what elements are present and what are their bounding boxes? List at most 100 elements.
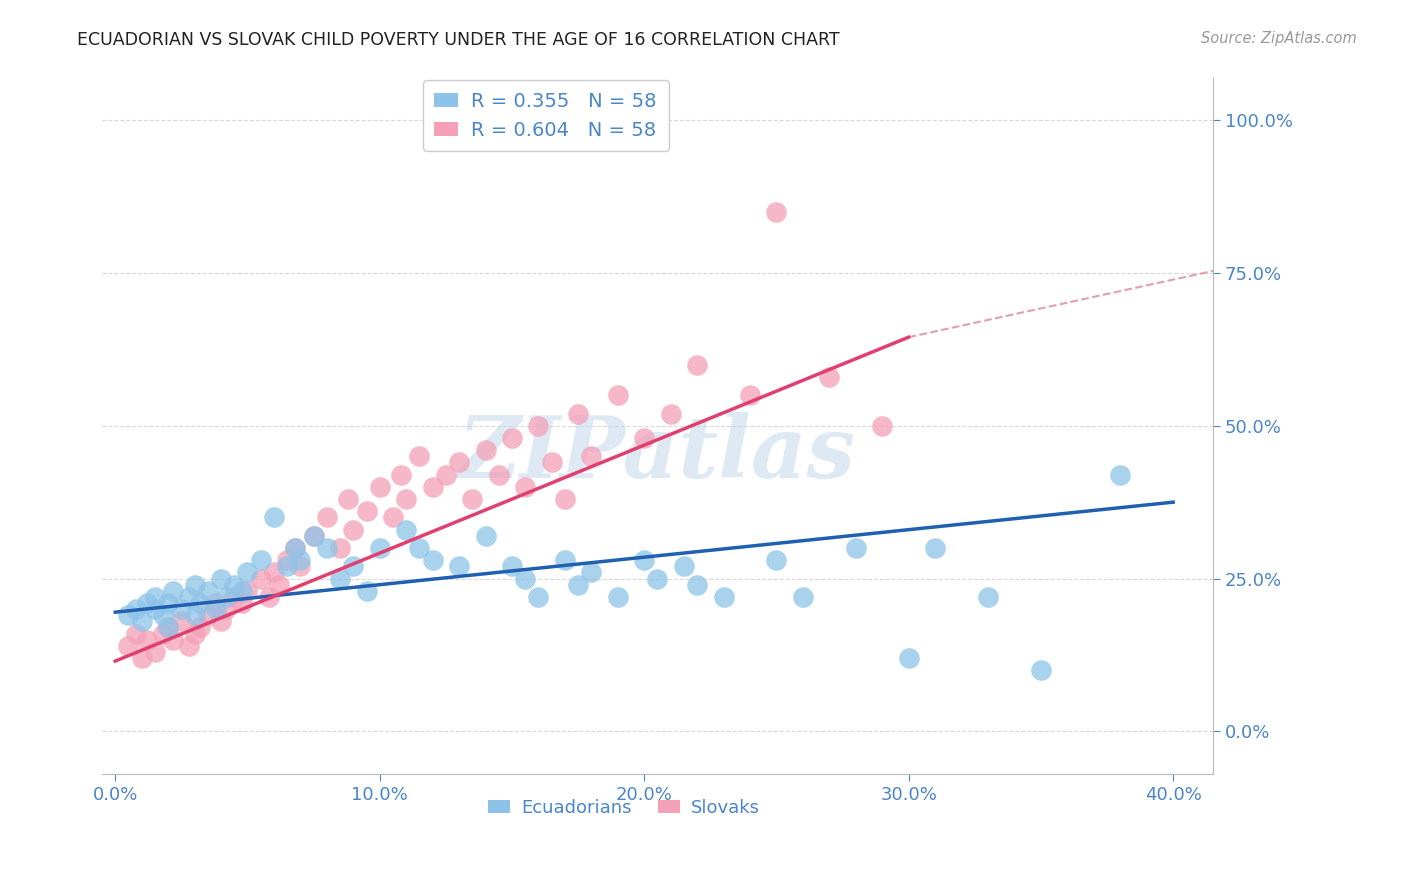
- Point: [818, 370, 841, 384]
- Point: [263, 566, 285, 580]
- Point: [581, 566, 603, 580]
- Point: [143, 590, 166, 604]
- Point: [527, 418, 550, 433]
- Point: [647, 572, 669, 586]
- Point: [125, 626, 148, 640]
- Point: [408, 541, 430, 555]
- Point: [474, 529, 496, 543]
- Point: [606, 388, 628, 402]
- Point: [389, 467, 412, 482]
- Point: [434, 467, 457, 482]
- Point: [686, 577, 709, 591]
- Point: [606, 590, 628, 604]
- Point: [461, 492, 484, 507]
- Point: [474, 443, 496, 458]
- Point: [188, 596, 211, 610]
- Point: [633, 553, 655, 567]
- Point: [204, 596, 226, 610]
- Point: [215, 602, 238, 616]
- Point: [249, 553, 271, 567]
- Point: [231, 596, 253, 610]
- Point: [672, 559, 695, 574]
- Point: [422, 553, 444, 567]
- Point: [408, 450, 430, 464]
- Point: [792, 590, 814, 604]
- Point: [125, 602, 148, 616]
- Point: [136, 596, 159, 610]
- Point: [157, 620, 180, 634]
- Point: [527, 590, 550, 604]
- Point: [449, 455, 471, 469]
- Text: Source: ZipAtlas.com: Source: ZipAtlas.com: [1201, 31, 1357, 46]
- Point: [290, 553, 312, 567]
- Point: [1109, 467, 1132, 482]
- Point: [131, 615, 153, 629]
- Point: [136, 632, 159, 647]
- Point: [422, 480, 444, 494]
- Point: [224, 590, 246, 604]
- Point: [329, 572, 352, 586]
- Point: [179, 590, 201, 604]
- Point: [143, 645, 166, 659]
- Point: [342, 559, 364, 574]
- Point: [501, 559, 523, 574]
- Point: [567, 577, 589, 591]
- Point: [897, 651, 920, 665]
- Point: [356, 504, 378, 518]
- Text: ECUADORIAN VS SLOVAK CHILD POVERTY UNDER THE AGE OF 16 CORRELATION CHART: ECUADORIAN VS SLOVAK CHILD POVERTY UNDER…: [77, 31, 839, 49]
- Point: [197, 608, 219, 623]
- Point: [284, 541, 307, 555]
- Point: [117, 639, 139, 653]
- Point: [765, 205, 787, 219]
- Point: [183, 577, 205, 591]
- Point: [329, 541, 352, 555]
- Point: [170, 602, 193, 616]
- Point: [977, 590, 1000, 604]
- Point: [231, 583, 253, 598]
- Point: [515, 572, 537, 586]
- Point: [197, 583, 219, 598]
- Point: [269, 577, 291, 591]
- Point: [368, 541, 391, 555]
- Point: [257, 590, 280, 604]
- Point: [162, 632, 184, 647]
- Legend: Ecuadorians, Slovaks: Ecuadorians, Slovaks: [481, 792, 768, 824]
- Point: [381, 510, 404, 524]
- Point: [1029, 663, 1052, 677]
- Point: [179, 639, 201, 653]
- Point: [209, 615, 232, 629]
- Point: [368, 480, 391, 494]
- Point: [183, 608, 205, 623]
- Point: [236, 566, 259, 580]
- Point: [162, 583, 184, 598]
- Point: [713, 590, 735, 604]
- Point: [395, 492, 418, 507]
- Point: [554, 492, 576, 507]
- Point: [633, 431, 655, 445]
- Point: [765, 553, 787, 567]
- Point: [131, 651, 153, 665]
- Point: [515, 480, 537, 494]
- Point: [924, 541, 946, 555]
- Point: [845, 541, 868, 555]
- Point: [337, 492, 360, 507]
- Point: [224, 577, 246, 591]
- Point: [870, 418, 893, 433]
- Point: [554, 553, 576, 567]
- Point: [315, 541, 337, 555]
- Point: [302, 529, 325, 543]
- Point: [188, 620, 211, 634]
- Point: [204, 602, 226, 616]
- Point: [157, 620, 180, 634]
- Point: [540, 455, 562, 469]
- Point: [315, 510, 337, 524]
- Point: [501, 431, 523, 445]
- Point: [209, 572, 232, 586]
- Point: [152, 608, 174, 623]
- Point: [686, 358, 709, 372]
- Point: [249, 572, 271, 586]
- Point: [302, 529, 325, 543]
- Point: [567, 407, 589, 421]
- Point: [342, 523, 364, 537]
- Point: [152, 626, 174, 640]
